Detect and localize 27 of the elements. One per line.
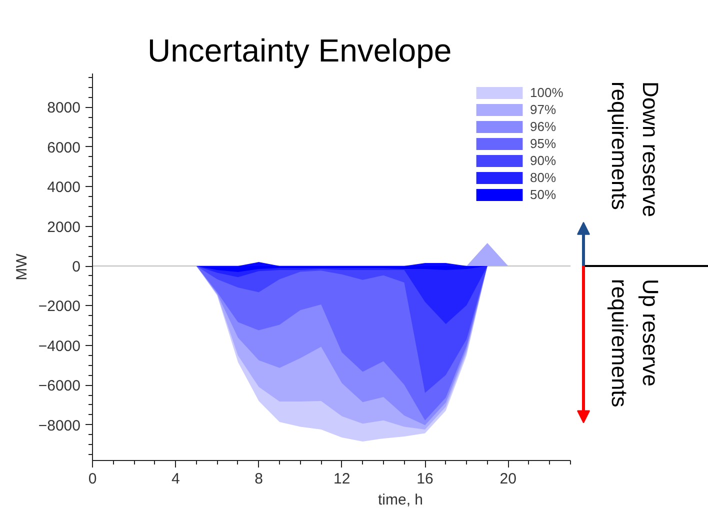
x-tick-label: 8 (254, 470, 263, 488)
legend-label: 96% (530, 119, 556, 134)
y-tick-label: 6000 (47, 139, 81, 156)
chart-title: Uncertainty Envelope (148, 32, 452, 68)
y-tick-label: 8000 (47, 100, 81, 117)
legend-label: 95% (530, 136, 556, 151)
y-tick-label: 2000 (47, 218, 81, 236)
x-tick-label: 12 (334, 470, 350, 488)
legend-label: 80% (530, 170, 556, 185)
x-tick-label: 20 (500, 470, 516, 488)
x-axis-title: time, h (378, 492, 424, 508)
y-axis-title: MW (13, 252, 30, 280)
y-tick-label: −6000 (38, 378, 81, 395)
legend-label: 50% (530, 187, 556, 202)
x-tick-label: 0 (88, 470, 97, 488)
x-tick-label: 16 (416, 470, 434, 488)
legend-label: 100% (530, 85, 564, 100)
legend-label: 90% (530, 153, 556, 168)
text: Up reserve requirements (607, 278, 663, 408)
y-tick-label: 4000 (47, 179, 81, 196)
legend-label: 97% (530, 102, 556, 117)
text: Down reserve requirements (607, 81, 663, 218)
y-tick-label: −2000 (38, 298, 81, 316)
x-tick-label: 4 (171, 470, 180, 488)
y-tick-label: 0 (72, 258, 80, 276)
y-tick-label: −8000 (38, 417, 81, 434)
y-tick-label: −4000 (38, 338, 81, 355)
